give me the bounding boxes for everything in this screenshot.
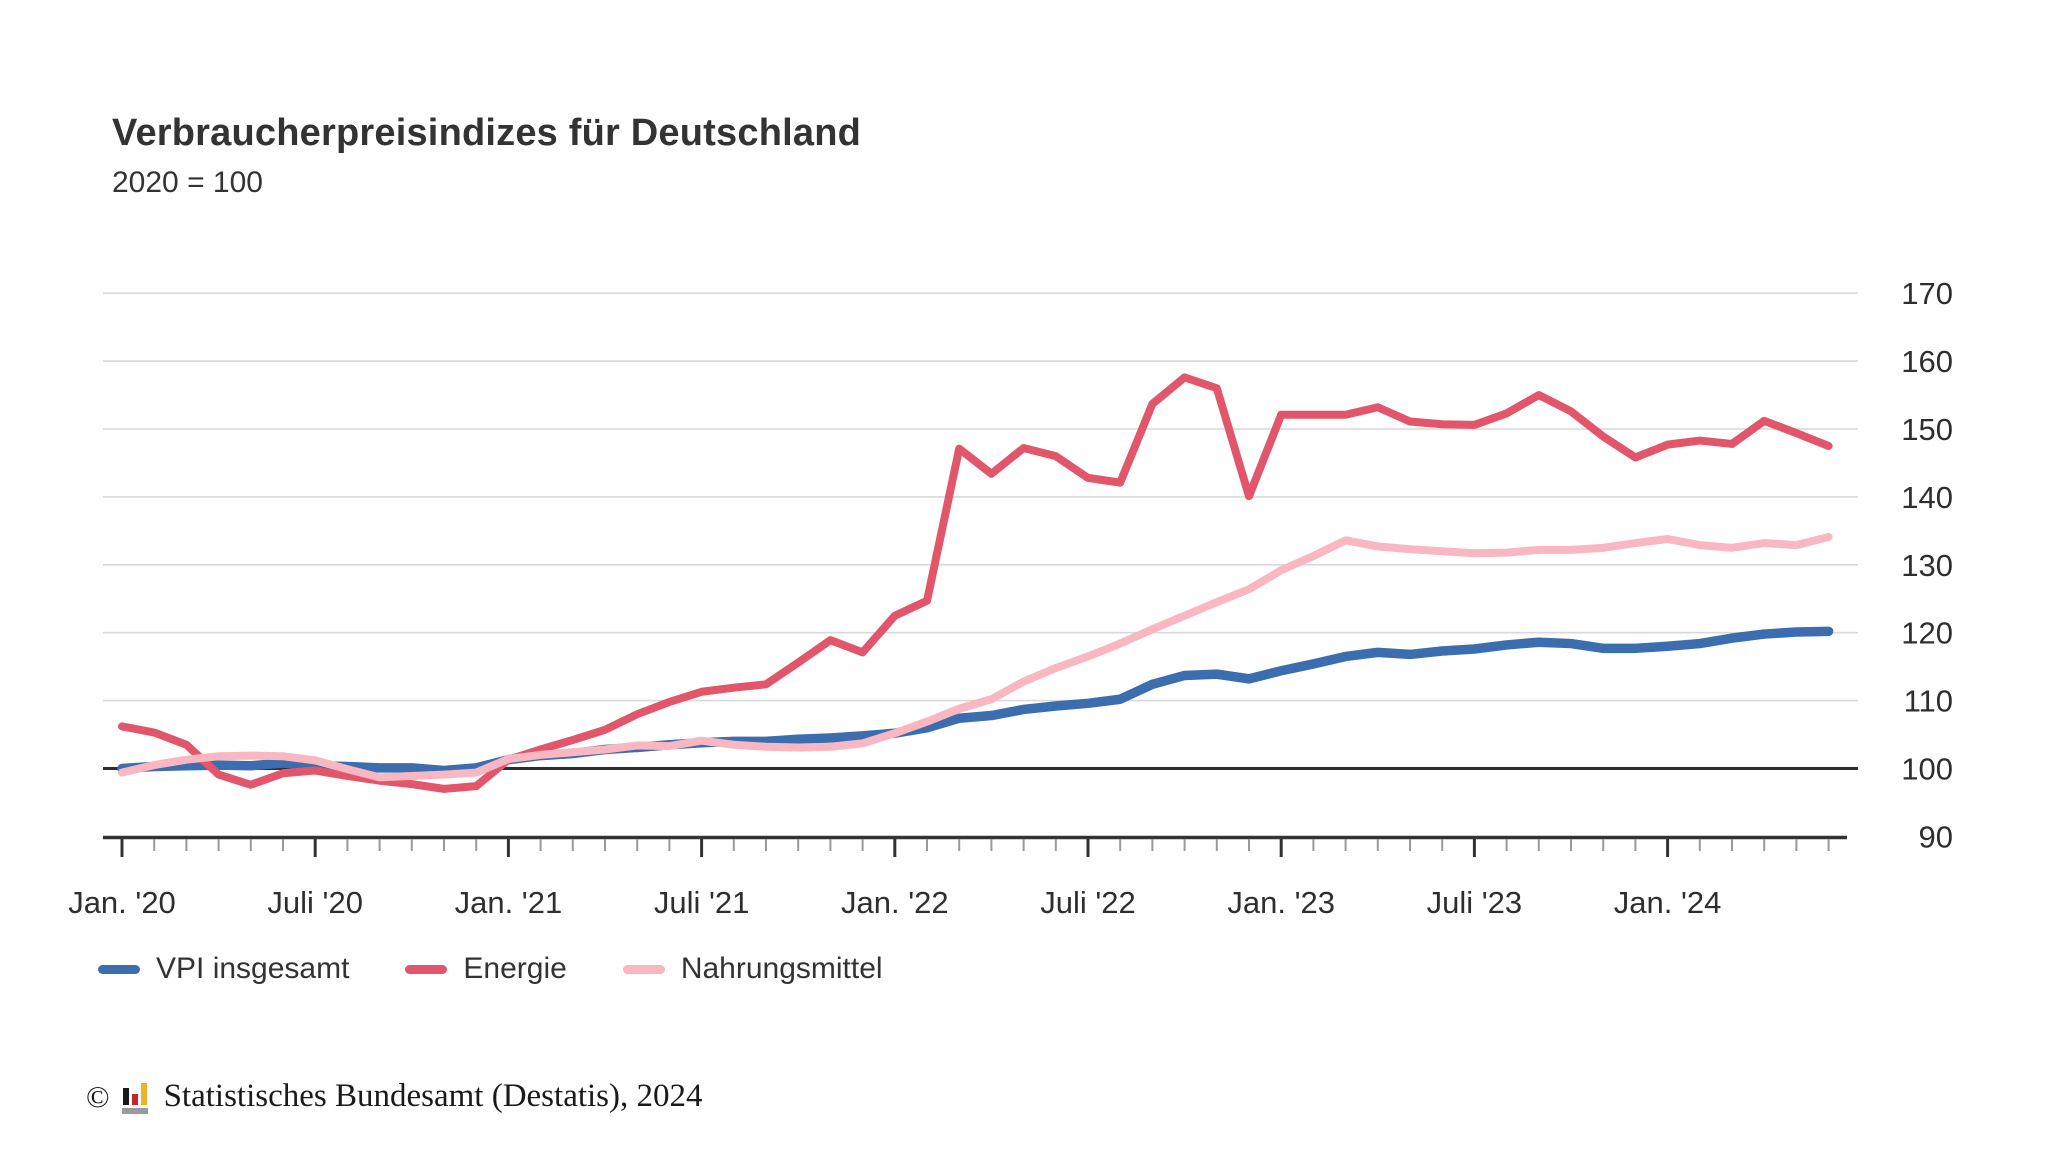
y-axis-label-120: 120 — [1901, 616, 1953, 651]
attribution: © Statistisches Bundesamt (Destatis), 20… — [86, 1078, 703, 1115]
legend-swatch-vpi-insgesamt — [98, 964, 140, 974]
x-axis-label-Juli '20: Juli '20 — [267, 885, 363, 920]
y-axis-label-100: 100 — [1901, 752, 1953, 787]
page-title: Verbraucherpreisindizes für Deutschland — [112, 112, 862, 154]
page-subtitle: 2020 = 100 — [112, 166, 263, 199]
destatis-logo-icon — [121, 1082, 148, 1114]
x-axis-label-Juli '21: Juli '21 — [654, 885, 750, 920]
y-axis-label-160: 160 — [1901, 344, 1953, 379]
copyright-symbol: © — [86, 1078, 110, 1114]
y-axis-label-140: 140 — [1901, 480, 1953, 515]
legend-label-vpi-insgesamt: VPI insgesamt — [156, 952, 350, 985]
legend-swatch-nahrungsmittel — [622, 964, 665, 974]
y-axis-label-170: 170 — [1901, 276, 1953, 311]
legend-swatch-energie — [405, 964, 448, 974]
x-axis-label-Juli '23: Juli '23 — [1427, 885, 1523, 920]
legend: VPI insgesamt Energie Nahrungsmittel — [98, 952, 883, 986]
legend-label-nahrungsmittel: Nahrungsmittel — [680, 952, 883, 985]
y-axis-label-110: 110 — [1904, 684, 1953, 719]
x-axis-label-Juli '22: Juli '22 — [1040, 885, 1136, 920]
x-axis-label-Jan. '22: Jan. '22 — [841, 885, 949, 920]
series-line-VPI insgesamt — [117, 626, 1834, 776]
y-axis-label-90: 90 — [1919, 819, 1953, 854]
legend-item-energie: Energie — [405, 952, 567, 986]
legend-item-nahrungsmittel: Nahrungsmittel — [622, 952, 883, 986]
y-axis-label-130: 130 — [1901, 548, 1953, 583]
x-axis-label-Jan. '20: Jan. '20 — [68, 885, 176, 920]
legend-label-energie: Energie — [463, 952, 567, 985]
x-axis-label-Jan. '23: Jan. '23 — [1227, 885, 1335, 920]
x-axis-label-Jan. '24: Jan. '24 — [1614, 885, 1722, 920]
x-axis-label-Jan. '21: Jan. '21 — [455, 885, 563, 920]
legend-item-vpi-insgesamt: VPI insgesamt — [98, 952, 349, 986]
attribution-text: Statistisches Bundesamt (Destatis), 2024 — [163, 1078, 703, 1114]
series-line-Energie — [118, 373, 1833, 793]
series-line-Nahrungsmittel — [118, 532, 1833, 782]
y-axis-label-150: 150 — [1901, 412, 1953, 447]
